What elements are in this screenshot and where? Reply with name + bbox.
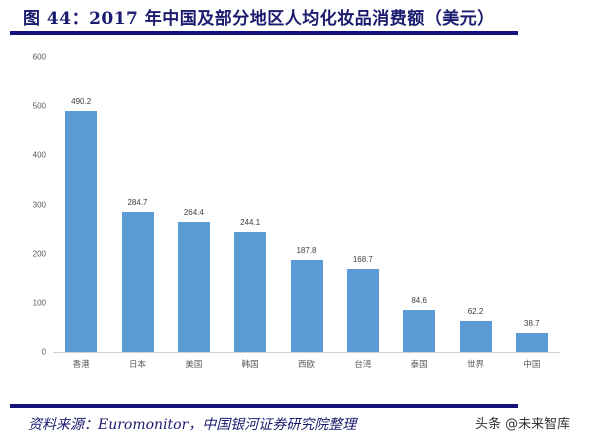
bar-chart: 0 100 200 300 400 500 600 490.2 香港 284.7 日本 264.4 美国… bbox=[32, 52, 560, 370]
x-tick-label: 韩国 bbox=[241, 360, 259, 370]
y-tick-label: 400 bbox=[32, 150, 46, 160]
bar bbox=[65, 110, 98, 352]
x-tick-label: 西欧 bbox=[297, 360, 315, 370]
x-tick-label: 台湾 bbox=[354, 360, 372, 370]
y-tick-label: 0 bbox=[41, 347, 46, 357]
y-tick-label: 300 bbox=[32, 200, 46, 209]
x-tick-label: 香港 bbox=[72, 360, 90, 370]
bar bbox=[121, 212, 154, 352]
title-rule bbox=[10, 31, 518, 35]
bar bbox=[234, 231, 267, 352]
bar-value-label: 38.7 bbox=[524, 318, 540, 328]
x-tick-label: 世界 bbox=[466, 360, 484, 370]
bar-value-label: 62.2 bbox=[467, 307, 484, 317]
bar-value-label: 84.6 bbox=[411, 296, 427, 306]
figure-title: 图 44：2017 年中国及部分地区人均化妆品消费额（美元） bbox=[23, 9, 495, 29]
bar bbox=[403, 310, 436, 352]
bar bbox=[290, 259, 323, 352]
y-tick-label: 200 bbox=[32, 249, 46, 259]
x-tick-label: 日本 bbox=[128, 360, 146, 370]
bar-value-label: 168.7 bbox=[352, 255, 373, 265]
bar-value-label: 490.2 bbox=[71, 96, 92, 106]
watermark: 头条 @未来智库 bbox=[475, 417, 571, 432]
x-tick-label: 中国 bbox=[523, 360, 541, 370]
bar-value-label: 244.1 bbox=[240, 217, 261, 227]
bar-value-label: 264.4 bbox=[183, 208, 204, 217]
bar bbox=[515, 332, 548, 352]
x-axis-line bbox=[53, 352, 560, 353]
bar-value-label: 187.8 bbox=[296, 245, 317, 255]
y-tick-label: 600 bbox=[32, 52, 46, 62]
y-tick-label: 100 bbox=[32, 298, 46, 308]
bar bbox=[177, 222, 210, 352]
x-tick-label: 泰国 bbox=[410, 360, 428, 370]
bar bbox=[346, 269, 379, 352]
y-tick-label: 500 bbox=[32, 101, 46, 111]
bar bbox=[459, 321, 492, 352]
bar-value-label: 284.7 bbox=[127, 198, 148, 208]
source-note: 资料来源：Euromonitor，中国银河证券研究院整理 bbox=[28, 417, 357, 433]
footer-rule bbox=[10, 404, 518, 408]
x-tick-label: 美国 bbox=[185, 360, 203, 370]
